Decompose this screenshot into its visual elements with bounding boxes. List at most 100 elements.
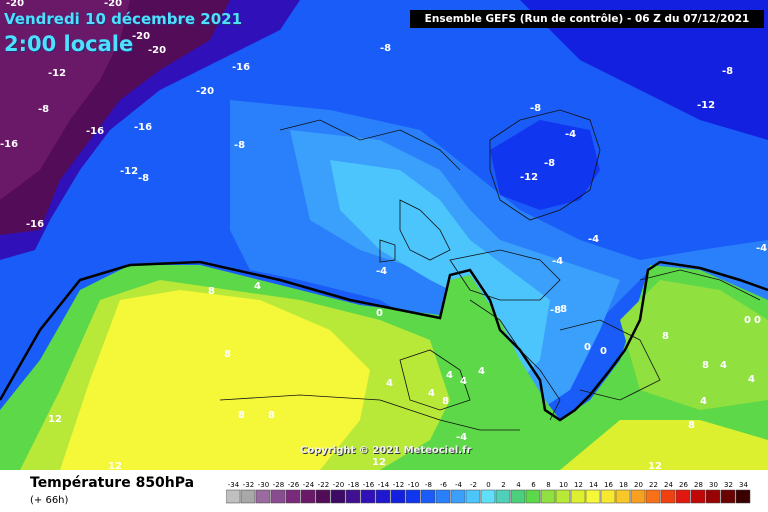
map-label: -4	[756, 243, 767, 254]
legend-tick-label: 34	[739, 481, 748, 489]
legend-swatch	[255, 489, 271, 504]
legend-tick-label: 28	[694, 481, 703, 489]
legend-swatch	[495, 489, 511, 504]
map-label: -12	[120, 166, 138, 177]
legend-tick-label: 4	[516, 481, 521, 489]
map-label: 4	[700, 396, 707, 407]
map-label: -16	[26, 219, 44, 230]
legend-swatch	[405, 489, 421, 504]
map-label: 0	[744, 315, 751, 326]
legend-tick-label: -18	[348, 481, 359, 489]
forecast-time: 2:00 locale	[4, 32, 134, 56]
legend-tick-label: -10	[408, 481, 419, 489]
legend-tick-label: -34	[228, 481, 240, 489]
legend-swatch	[435, 489, 451, 504]
map-label: -12	[48, 68, 66, 79]
legend-swatch	[615, 489, 631, 504]
map-label: 8	[662, 331, 669, 342]
legend-tick-label: 8	[546, 481, 550, 489]
map-label: 8	[702, 360, 709, 371]
map-label: -8	[556, 304, 567, 315]
legend-tick-label: 14	[589, 481, 598, 489]
legend-swatch	[240, 489, 256, 504]
map-label: 8	[224, 349, 231, 360]
map-label: -20	[132, 31, 150, 42]
map-label: -20	[6, 0, 24, 9]
legend-swatch	[480, 489, 496, 504]
warm-zone-green-east	[620, 280, 768, 410]
map-label: -12	[697, 100, 715, 111]
map-label: 4	[720, 360, 727, 371]
map-label: 0	[754, 315, 761, 326]
legend-tick-label: -28	[273, 481, 284, 489]
map-label: 8	[208, 286, 215, 297]
map-label: -4	[456, 432, 467, 443]
legend-tick-label: 18	[619, 481, 628, 489]
legend-swatch	[525, 489, 541, 504]
legend-swatch	[720, 489, 736, 504]
map-label: 4	[386, 378, 393, 389]
legend-swatch	[315, 489, 331, 504]
legend-tick-label: 20	[634, 481, 643, 489]
legend-swatch	[690, 489, 706, 504]
run-info-banner: Ensemble GEFS (Run de contrôle) - 06 Z d…	[410, 10, 764, 28]
map-label: -4	[552, 256, 563, 267]
map-label: -16	[232, 62, 250, 73]
map-label: 12	[108, 461, 122, 470]
legend-tick-label: 2	[501, 481, 505, 489]
map-label: -8	[530, 103, 541, 114]
legend-tick-label: -14	[378, 481, 390, 489]
map-label: -16	[86, 126, 104, 137]
color-legend: -34 -32 -30 -28 -26 -24 -22 -20 -18 -16 -14 -12 -10-…	[226, 481, 751, 504]
legend-swatch	[285, 489, 301, 504]
legend-tick-label: -8	[425, 481, 432, 489]
map-label: 4	[478, 366, 485, 377]
legend-swatch	[645, 489, 661, 504]
map-label: -8	[380, 43, 391, 54]
map-label: 4	[428, 388, 435, 399]
temperature-map: -20 -20 -20 -20 -12 -16 -8 -20 -16 -16 -…	[0, 0, 768, 470]
legend-swatch	[375, 489, 391, 504]
forecast-lead-time: (+ 66h)	[30, 495, 69, 506]
map-label: 12	[648, 461, 662, 470]
map-label: 0	[600, 346, 607, 357]
legend-tick-label: 6	[531, 481, 536, 489]
legend-swatch	[345, 489, 361, 504]
map-label: -8	[550, 305, 561, 316]
legend-swatch	[675, 489, 691, 504]
legend-swatch	[555, 489, 571, 504]
legend-swatch	[735, 489, 751, 504]
legend-swatch	[330, 489, 346, 504]
map-label: -8	[722, 66, 733, 77]
map-label: -4	[588, 234, 599, 245]
legend-tick-label: 0	[486, 481, 490, 489]
map-label: -20	[104, 0, 122, 9]
legend-tick-label: 26	[679, 481, 688, 489]
legend-swatch	[660, 489, 676, 504]
map-label: -16	[134, 122, 152, 133]
map-label: 4	[446, 370, 453, 381]
legend-swatch	[510, 489, 526, 504]
map-label: 0	[584, 342, 591, 353]
legend-tick-label: -12	[393, 481, 404, 489]
legend-swatch	[420, 489, 436, 504]
map-label: -16	[0, 139, 18, 150]
legend-swatch	[450, 489, 466, 504]
legend-tick-label: 24	[664, 481, 673, 489]
copyright-notice: Copyright © 2021 Meteociel.fr	[300, 445, 472, 456]
legend-swatch	[300, 489, 316, 504]
map-label: 12	[372, 457, 386, 468]
legend-swatch	[585, 489, 601, 504]
legend-tick-label: 30	[709, 481, 718, 489]
map-label: 8	[688, 420, 695, 431]
coastlines	[219, 109, 761, 431]
legend-tick-label: -4	[455, 481, 463, 489]
legend-tick-label: 10	[559, 481, 568, 489]
map-label: 4	[254, 281, 261, 292]
map-label: -20	[148, 45, 166, 56]
legend-swatch	[360, 489, 376, 504]
map-label: 4	[460, 376, 467, 387]
legend-tick-label: -2	[470, 481, 477, 489]
legend-tick-label: 12	[574, 481, 583, 489]
